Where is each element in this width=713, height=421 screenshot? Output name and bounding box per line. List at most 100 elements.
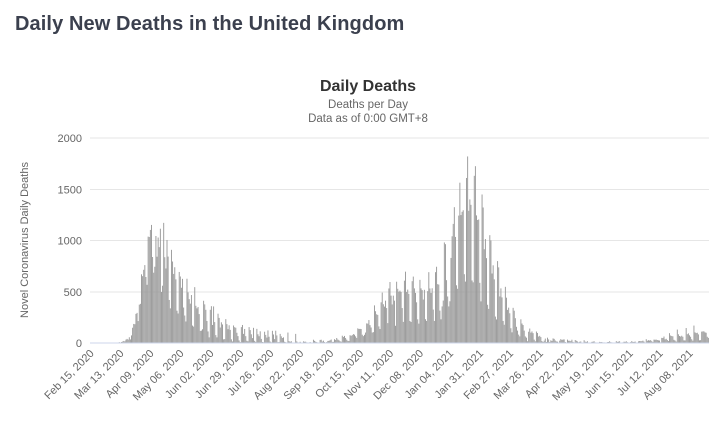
bar[interactable] <box>399 290 401 343</box>
bar[interactable] <box>261 341 263 343</box>
bar[interactable] <box>413 288 415 343</box>
bar[interactable] <box>433 320 435 343</box>
bar[interactable] <box>371 332 373 344</box>
bar[interactable] <box>646 340 648 343</box>
bar[interactable] <box>158 247 160 343</box>
bar[interactable] <box>486 258 487 343</box>
bar[interactable] <box>704 332 706 343</box>
bar[interactable] <box>489 235 491 343</box>
bar[interactable] <box>653 339 655 343</box>
bar[interactable] <box>699 340 700 343</box>
bar[interactable] <box>547 337 548 343</box>
bar[interactable] <box>167 256 169 343</box>
bar[interactable] <box>142 276 144 343</box>
bar[interactable] <box>512 307 514 343</box>
bar[interactable] <box>619 341 621 343</box>
bar[interactable] <box>408 293 410 343</box>
bar[interactable] <box>206 320 208 343</box>
bar[interactable] <box>511 332 513 343</box>
bar[interactable] <box>608 341 609 343</box>
bar[interactable] <box>276 335 278 343</box>
bar[interactable] <box>400 291 402 343</box>
bar[interactable] <box>702 331 704 343</box>
bar[interactable] <box>518 334 520 343</box>
bar[interactable] <box>172 261 174 343</box>
bar[interactable] <box>366 323 368 343</box>
bar[interactable] <box>466 177 467 343</box>
bar[interactable] <box>273 334 274 343</box>
bar[interactable] <box>661 337 663 344</box>
bar[interactable] <box>369 325 371 343</box>
bar[interactable] <box>269 341 271 343</box>
bar[interactable] <box>505 297 507 343</box>
bar[interactable] <box>187 292 189 343</box>
bar[interactable] <box>418 323 420 343</box>
bar[interactable] <box>663 336 665 343</box>
bar[interactable] <box>499 296 501 343</box>
bar[interactable] <box>474 166 476 343</box>
bar[interactable] <box>568 340 570 343</box>
bar[interactable] <box>365 332 367 344</box>
bar[interactable] <box>397 288 399 343</box>
bar[interactable] <box>677 334 679 343</box>
bar[interactable] <box>214 322 216 343</box>
bar[interactable] <box>449 301 451 343</box>
bar[interactable] <box>249 330 251 343</box>
bar[interactable] <box>700 340 702 343</box>
bar[interactable] <box>575 340 577 343</box>
bar[interactable] <box>638 341 639 343</box>
bar[interactable] <box>199 330 201 343</box>
bar[interactable] <box>552 338 554 343</box>
bar[interactable] <box>153 272 155 343</box>
bar[interactable] <box>447 296 449 343</box>
bar[interactable] <box>154 266 156 343</box>
bar[interactable] <box>461 211 463 343</box>
bar[interactable] <box>168 299 170 343</box>
bar[interactable] <box>250 334 252 343</box>
bar[interactable] <box>283 337 284 343</box>
bar[interactable] <box>329 340 331 343</box>
bar[interactable] <box>151 224 152 343</box>
bar[interactable] <box>501 297 503 343</box>
bar[interactable] <box>639 341 641 343</box>
bar[interactable] <box>633 341 635 343</box>
bar[interactable] <box>470 204 472 343</box>
bar[interactable] <box>542 341 544 343</box>
bar[interactable] <box>471 280 473 343</box>
bar[interactable] <box>509 313 511 343</box>
bar[interactable] <box>522 325 524 343</box>
bar[interactable] <box>671 336 673 343</box>
bar[interactable] <box>576 341 578 343</box>
bar[interactable] <box>327 340 329 343</box>
bar[interactable] <box>194 287 196 343</box>
bar[interactable] <box>705 332 707 343</box>
bar[interactable] <box>358 328 360 343</box>
bar[interactable] <box>125 339 127 343</box>
bar[interactable] <box>484 239 486 343</box>
bar[interactable] <box>557 341 558 343</box>
bar[interactable] <box>174 267 176 343</box>
bar[interactable] <box>289 341 291 343</box>
bar[interactable] <box>157 237 159 343</box>
bar[interactable] <box>634 341 636 343</box>
bar[interactable] <box>554 340 556 343</box>
bar[interactable] <box>686 334 688 343</box>
bar[interactable] <box>571 339 573 343</box>
bar[interactable] <box>411 281 413 343</box>
bar[interactable] <box>256 328 258 343</box>
bar[interactable] <box>467 156 469 343</box>
bar[interactable] <box>541 341 543 343</box>
bar[interactable] <box>133 323 135 343</box>
bar[interactable] <box>537 332 538 343</box>
bar[interactable] <box>395 325 396 343</box>
bar[interactable] <box>401 308 403 343</box>
bar[interactable] <box>253 327 255 343</box>
bar[interactable] <box>204 304 206 343</box>
bar[interactable] <box>559 340 561 343</box>
bar[interactable] <box>687 333 689 343</box>
bar[interactable] <box>152 257 154 343</box>
bar[interactable] <box>497 261 499 343</box>
bar[interactable] <box>444 244 446 343</box>
bar[interactable] <box>412 276 414 343</box>
bar[interactable] <box>650 340 652 343</box>
